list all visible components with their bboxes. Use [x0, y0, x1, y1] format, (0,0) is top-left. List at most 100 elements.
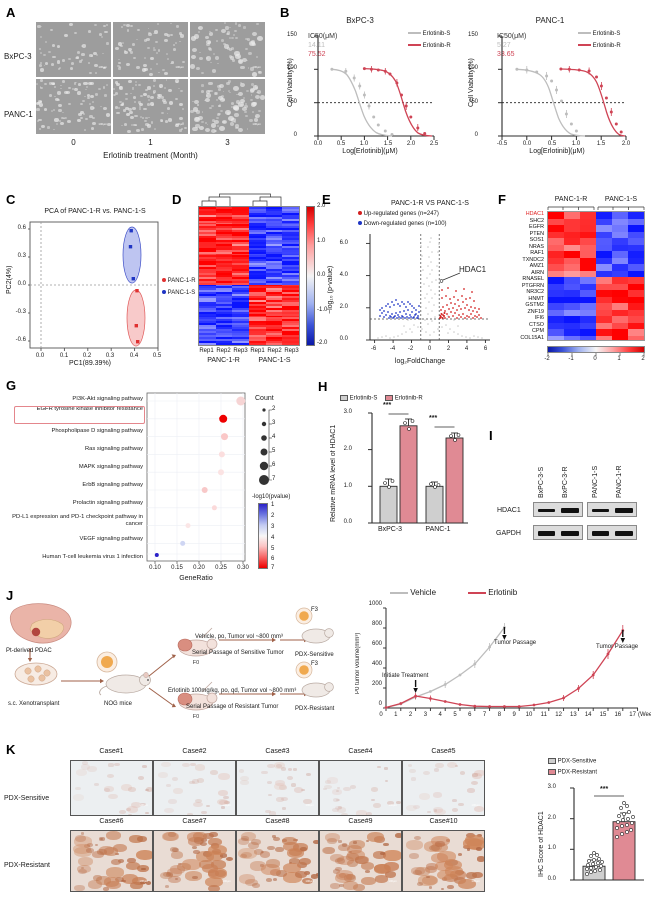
legend-line-resistant	[578, 44, 591, 47]
heatmap-cell	[580, 231, 596, 238]
heatmap-cell	[628, 283, 644, 290]
panel-e-volcano	[366, 234, 490, 343]
micrograph-bxpc3-month3: 100μm	[190, 22, 265, 77]
panel-b-right-ytick-150: 150	[467, 32, 478, 38]
panel-e-ytick-6: 6.0	[339, 240, 348, 246]
heatmap-cell	[580, 329, 596, 336]
heatmap-cell	[282, 270, 299, 273]
heatmap-cell	[199, 241, 216, 244]
heatmap-cell	[232, 315, 250, 318]
panel-j-ylabel: P0 tumor volume(mm³)	[355, 632, 361, 694]
heatmap-cell	[215, 292, 233, 295]
panel-c-title: PCA of PANC-1-R vs. PANC-1-S	[44, 208, 146, 215]
panel-b-right-ic50-header: IC50(μM)	[497, 33, 527, 40]
heatmap-cell	[232, 313, 250, 316]
panel-j-xtick: 9	[512, 712, 516, 718]
heatmap-cell	[199, 305, 216, 308]
panel-f-gene-label: HDAC1	[525, 211, 544, 217]
heatmap-cell	[232, 331, 250, 333]
heatmap-cell	[612, 329, 628, 336]
heatmap-cell	[232, 261, 250, 264]
heatmap-cell	[282, 218, 299, 221]
heatmap-cell	[612, 251, 628, 258]
heatmap-cell	[282, 327, 299, 330]
legend-swatch-pdx-resistant	[548, 769, 556, 775]
panel-j-xtick: 12	[555, 712, 562, 718]
panel-a-col-label-1: 1	[148, 138, 153, 147]
panel-g-dotplot	[146, 392, 246, 564]
heatmap-cell	[282, 269, 299, 271]
ihc-image: 100μm	[402, 830, 485, 892]
heatmap-cell	[199, 210, 216, 213]
panel-f-heatmap	[547, 211, 645, 341]
heatmap-cell	[628, 264, 644, 271]
heatmap-cell	[232, 282, 250, 285]
panel-b-right-xtick-4: 1.5	[596, 141, 606, 147]
panel-b-right-xlabel: Log[Erlotinib](μM)	[529, 148, 585, 155]
heatmap-cell	[265, 207, 283, 209]
heatmap-cell	[580, 322, 596, 329]
panel-f-gene-label: NR3C2	[526, 289, 544, 295]
heatmap-cell	[265, 286, 283, 289]
heatmap-cell	[249, 331, 266, 333]
heatmap-cell	[199, 340, 216, 343]
heatmap-cell	[282, 307, 299, 310]
heatmap-cell	[199, 257, 216, 260]
heatmap-cell	[282, 257, 299, 260]
heatmap-cell	[249, 245, 266, 248]
heatmap-cell	[232, 325, 250, 328]
heatmap-cell	[215, 288, 233, 291]
heatmap-cell	[249, 218, 266, 221]
heatmap-cell	[265, 272, 283, 275]
heatmap-cell	[282, 278, 299, 281]
heatmap-cell	[612, 322, 628, 329]
heatmap-cell	[265, 327, 283, 330]
heatmap-cell	[199, 207, 216, 209]
heatmap-cell	[199, 282, 216, 285]
heatmap-cell	[548, 225, 564, 232]
panel-j-xtick: 4	[438, 712, 442, 718]
heatmap-cell	[282, 294, 299, 297]
panel-g-pathway-label: ErbB signaling pathway	[82, 482, 143, 488]
panel-j-xtick: 10	[525, 712, 533, 718]
panel-c-label: C	[6, 192, 16, 207]
heatmap-cell	[580, 218, 596, 225]
heatmap-cell	[232, 270, 250, 273]
legend-label-panc1r: PANC-1-R	[167, 278, 196, 284]
heatmap-cell	[249, 272, 266, 275]
heatmap-cell	[215, 270, 233, 273]
panel-c-ytick-n06: -0.6	[15, 337, 26, 343]
heatmap-cell	[282, 210, 299, 213]
panel-k-sensitive-case-labels: Case#1 Case#2 Case#3 Case#4 Case#5	[70, 748, 485, 759]
heatmap-cell	[232, 251, 250, 254]
panel-g-xlabel: GeneRatio	[179, 575, 213, 582]
heatmap-cell	[232, 319, 250, 322]
panel-g-pathway-label: PD-L1 expression and PD-1 checkpoint pat…	[12, 514, 143, 527]
band-gapdh-bxpc3r	[561, 531, 579, 536]
panel-b-right-xtick-3: 1.0	[571, 141, 581, 147]
panel-h-ytick-30: 3.0	[343, 409, 352, 415]
heatmap-cell	[612, 296, 628, 303]
panel-c-xtick-1: 0.1	[59, 353, 69, 359]
heatmap-cell	[580, 296, 596, 303]
panel-g-count-legend-ticks	[268, 409, 272, 481]
heatmap-cell	[232, 226, 250, 229]
heatmap-cell	[232, 234, 250, 237]
heatmap-cell	[249, 270, 266, 273]
panel-f-colorbar	[547, 346, 645, 353]
micrograph-bxpc3-month1: 100μm	[113, 22, 188, 77]
panel-j-annotation-passage-2: Tumor Passage	[596, 644, 639, 650]
heatmap-cell	[249, 207, 266, 209]
heatmap-cell	[282, 319, 299, 322]
heatmap-cell	[199, 239, 216, 242]
heatmap-cell	[232, 307, 250, 310]
heatmap-cell	[199, 344, 216, 345]
heatmap-cell	[580, 225, 596, 232]
heatmap-cell	[199, 269, 216, 271]
heatmap-cell	[265, 334, 283, 337]
panel-f-group-brackets	[547, 206, 645, 210]
heatmap-cell	[282, 342, 299, 345]
heatmap-cell	[249, 296, 266, 299]
heatmap-cell	[215, 224, 233, 227]
heatmap-cell	[249, 321, 266, 324]
